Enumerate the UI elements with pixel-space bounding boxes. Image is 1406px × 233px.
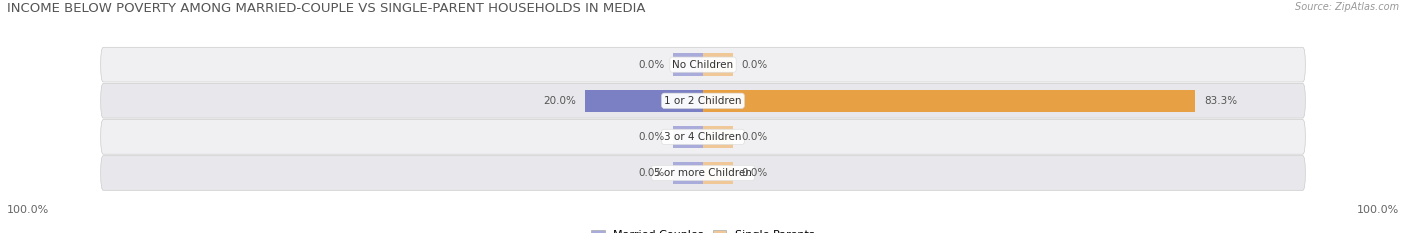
Text: 0.0%: 0.0% xyxy=(638,60,665,70)
Bar xyxy=(673,53,703,76)
Text: 0.0%: 0.0% xyxy=(638,132,665,142)
Text: 3 or 4 Children: 3 or 4 Children xyxy=(664,132,742,142)
Text: 0.0%: 0.0% xyxy=(741,168,768,178)
Text: 1 or 2 Children: 1 or 2 Children xyxy=(664,96,742,106)
Bar xyxy=(703,126,733,148)
Bar xyxy=(703,162,733,184)
Text: 83.3%: 83.3% xyxy=(1204,96,1237,106)
Bar xyxy=(703,53,733,76)
Text: 0.0%: 0.0% xyxy=(741,60,768,70)
Bar xyxy=(703,89,1195,112)
Text: 5 or more Children: 5 or more Children xyxy=(654,168,752,178)
Text: 20.0%: 20.0% xyxy=(543,96,576,106)
Text: No Children: No Children xyxy=(672,60,734,70)
Text: Source: ZipAtlas.com: Source: ZipAtlas.com xyxy=(1295,2,1399,12)
FancyBboxPatch shape xyxy=(101,156,1305,190)
Bar xyxy=(673,162,703,184)
FancyBboxPatch shape xyxy=(101,120,1305,154)
Text: 100.0%: 100.0% xyxy=(1357,205,1399,215)
Text: 0.0%: 0.0% xyxy=(741,132,768,142)
Bar xyxy=(585,89,703,112)
FancyBboxPatch shape xyxy=(101,83,1305,118)
Legend: Married Couples, Single Parents: Married Couples, Single Parents xyxy=(592,230,814,233)
Text: INCOME BELOW POVERTY AMONG MARRIED-COUPLE VS SINGLE-PARENT HOUSEHOLDS IN MEDIA: INCOME BELOW POVERTY AMONG MARRIED-COUPL… xyxy=(7,2,645,15)
Bar xyxy=(673,126,703,148)
Text: 100.0%: 100.0% xyxy=(7,205,49,215)
Bar xyxy=(703,89,1195,112)
Bar xyxy=(585,89,703,112)
Text: 0.0%: 0.0% xyxy=(638,168,665,178)
FancyBboxPatch shape xyxy=(101,47,1305,82)
